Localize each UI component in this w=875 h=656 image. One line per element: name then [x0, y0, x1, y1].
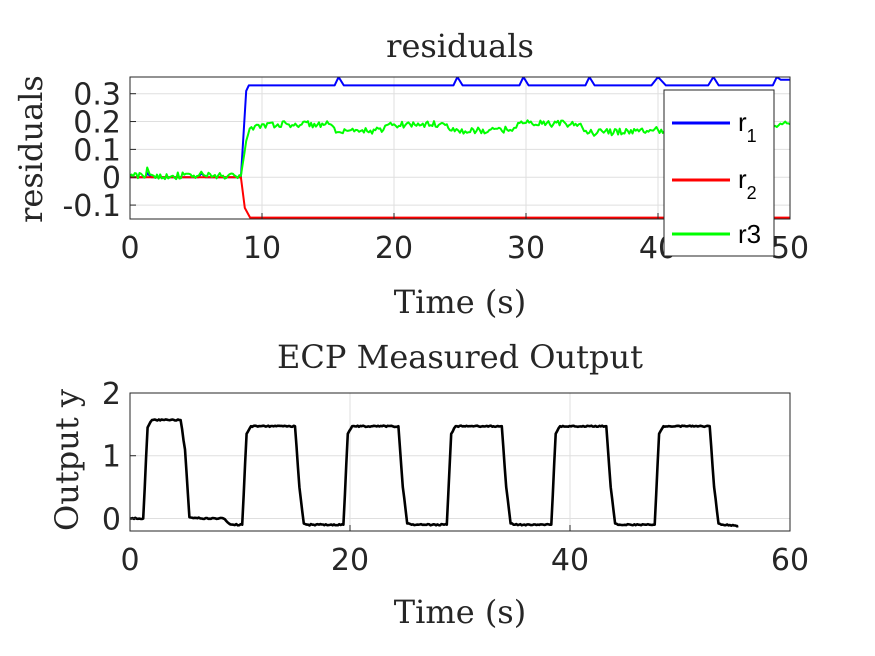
- ecp-output-chart: ECP Measured Output 0 20 40 60 0 1 2 Time (s)…: [48, 338, 809, 631]
- residuals-chart-title: residuals: [386, 27, 534, 65]
- residuals-x-ticks: 0 10 20 30 40 50: [120, 213, 809, 266]
- ecp-chart-title: ECP Measured Output: [277, 338, 643, 376]
- residuals-y-tick-label: 0: [102, 161, 121, 196]
- residuals-series-line-r_2: [130, 176, 790, 219]
- legend-entry-r2: r2: [672, 164, 757, 203]
- residuals-x-axis-label: Time (s): [394, 283, 526, 321]
- legend-entry-r3: r3: [672, 219, 761, 249]
- ecp-x-ticks: 0 20 40 60: [120, 525, 809, 578]
- ecp-y-tick-label: 0: [102, 502, 121, 537]
- legend-box: [663, 89, 775, 257]
- ecp-series-group: [130, 418, 739, 528]
- residuals-axes-box: [129, 76, 791, 220]
- residuals-y-tick-label: 0.1: [73, 133, 121, 168]
- ecp-y-ticks: 0 1 2: [102, 377, 136, 537]
- residuals-y-tick-label: -0.1: [62, 189, 121, 224]
- residuals-x-tick-label: 50: [771, 231, 809, 266]
- residuals-y-ticks: -0.100.10.20.3: [62, 78, 136, 224]
- ecp-series-line-0: [130, 418, 739, 528]
- residuals-y-tick-label: 0.2: [73, 106, 121, 141]
- residuals-x-tick-label: 10: [243, 231, 281, 266]
- ecp-x-tick-label: 40: [551, 543, 589, 578]
- legend-label-r1: r1: [738, 107, 757, 146]
- ecp-plot-area: [129, 392, 791, 532]
- legend-label-r2: r2: [738, 164, 757, 203]
- ecp-y-axis-label: Output y: [48, 389, 86, 531]
- ecp-y-tick-label: 2: [102, 377, 121, 412]
- legend-label-r3: r3: [738, 219, 761, 249]
- ecp-x-tick-label: 0: [120, 543, 139, 578]
- ecp-x-tick-label: 60: [771, 543, 809, 578]
- ecp-plot-background: [130, 393, 790, 531]
- ecp-x-tick-label: 20: [331, 543, 369, 578]
- residuals-legend: r1 r2 r3: [663, 89, 775, 257]
- ecp-x-axis-label: Time (s): [394, 593, 526, 631]
- residuals-chart: residuals 0 10 20 30 40 50 -0.100.10.20.3 Tim…: [12, 27, 809, 321]
- ecp-axes-box: [129, 392, 791, 532]
- ecp-y-tick-label: 1: [102, 440, 121, 475]
- residuals-x-tick-label: 30: [507, 231, 545, 266]
- residuals-y-tick-label: 0.3: [73, 78, 121, 113]
- residuals-y-axis-label: residuals: [12, 75, 50, 223]
- residuals-x-tick-label: 0: [120, 231, 139, 266]
- residuals-x-tick-label: 20: [375, 231, 413, 266]
- legend-entry-r1: r1: [672, 107, 757, 146]
